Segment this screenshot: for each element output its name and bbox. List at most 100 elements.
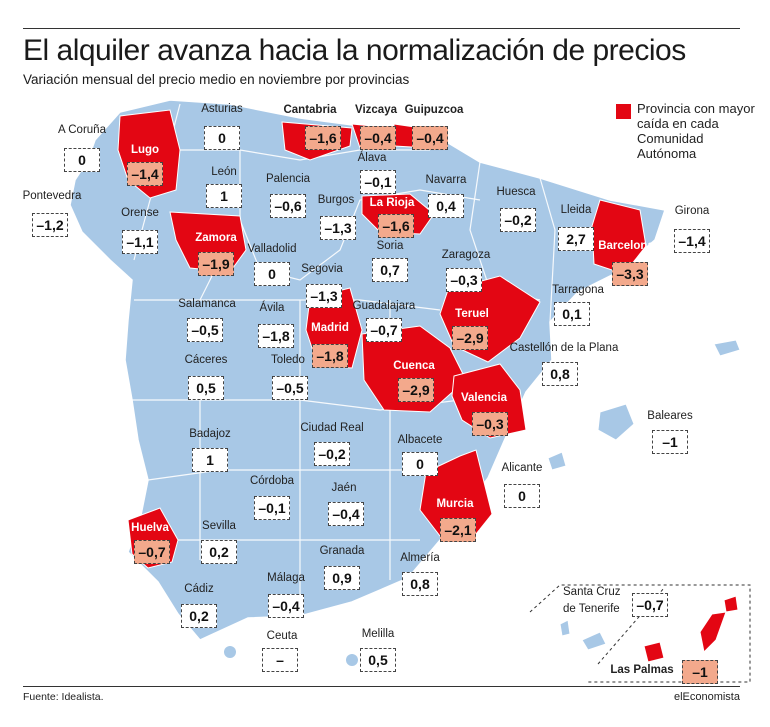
salamanca-value: –0,5: [187, 318, 223, 342]
huelva-label: Huelva: [131, 522, 169, 534]
legend-swatch: [616, 104, 631, 119]
granada-label: Granada: [319, 545, 365, 557]
top-rule: [23, 28, 740, 29]
orense-value: –1,1: [122, 230, 158, 254]
pontevedra-label: Pontevedra: [22, 190, 82, 202]
murcia-label: Murcia: [436, 498, 474, 510]
lleida-label: Lleida: [560, 204, 592, 216]
albacete-value: 0: [402, 452, 438, 476]
canarias-divider: [597, 587, 665, 665]
baleares-value: –1: [652, 430, 688, 454]
tarragona-label: Tarragona: [552, 284, 604, 296]
cordoba-value: –0,1: [254, 496, 290, 520]
cadiz-value: 0,2: [181, 604, 217, 628]
palencia-label: Palencia: [265, 173, 311, 185]
leon-label: León: [211, 166, 237, 178]
avila-label: Ávila: [259, 302, 285, 314]
valencia-value: –0,3: [472, 412, 508, 436]
murcia-value: –2,1: [440, 518, 476, 542]
girona-label: Girona: [674, 205, 710, 217]
sevilla-value: 0,2: [201, 540, 237, 564]
ciudad-real-label: Ciudad Real: [300, 422, 364, 434]
melilla-value: 0,5: [360, 648, 396, 672]
toledo-label: Toledo: [271, 354, 305, 366]
la-rioja-label: La Rioja: [369, 197, 415, 209]
soria-value: 0,7: [372, 258, 408, 282]
ceuta-value: –: [262, 648, 298, 672]
valladolid-label: Valladolid: [247, 243, 297, 255]
melilla-label: Melilla: [361, 628, 395, 640]
tarragona-value: 0,1: [554, 302, 590, 326]
grancanaria-shape: [643, 641, 665, 663]
zamora-value: –1,9: [198, 252, 234, 276]
map-title: El alquiler avanza hacia la normalizació…: [23, 34, 686, 67]
santa-cruz-de-tenerife-label: Santa Cruz de Tenerife: [563, 586, 621, 615]
huesca-label: Huesca: [496, 186, 536, 198]
cuenca-shape: [361, 325, 467, 413]
jaen-label: Jaén: [331, 482, 357, 494]
salamanca-label: Salamanca: [178, 298, 236, 310]
orense-label: Orense: [121, 207, 159, 219]
segovia-value: –1,3: [306, 284, 342, 308]
baleares-label: Baleares: [647, 410, 693, 422]
madrid-label: Madrid: [311, 322, 349, 334]
badajoz-label: Badajoz: [189, 428, 231, 440]
pontevedra-value: –1,2: [32, 213, 68, 237]
alicante-value: 0: [504, 484, 540, 508]
las-palmas-value: –1: [682, 660, 718, 684]
ciudad-real-value: –0,2: [314, 442, 350, 466]
zamora-label: Zamora: [195, 232, 237, 244]
murcia-shape: [419, 449, 493, 537]
almeria-label: Almería: [400, 552, 440, 564]
barcelona-value: –3,3: [612, 262, 648, 286]
map-subtitle: Variación mensual del precio medio en no…: [23, 72, 410, 87]
vizcaya-value: –0,4: [360, 126, 396, 150]
leon-value: 1: [206, 184, 242, 208]
burgos-value: –1,3: [320, 216, 356, 240]
soria-label: Soria: [376, 240, 404, 252]
fuerteventura-shape: [699, 611, 727, 654]
lapalma-shape: [559, 619, 571, 637]
alava-value: –0,1: [360, 170, 396, 194]
segovia-label: Segovia: [301, 263, 343, 275]
las-palmas-label: Las Palmas: [610, 664, 674, 676]
huelva-value: –0,7: [134, 540, 170, 564]
source-note: Fuente: Idealista.: [23, 691, 104, 703]
teruel-label: Teruel: [455, 308, 489, 320]
huesca-value: –0,2: [500, 208, 536, 232]
canarias-frame: [529, 584, 751, 683]
a-coruna-value: 0: [64, 148, 100, 172]
malaga-value: –0,4: [268, 594, 304, 618]
jaen-value: –0,4: [328, 502, 364, 526]
almeria-value: 0,8: [402, 572, 438, 596]
teruel-value: –2,9: [452, 326, 488, 350]
valladolid-value: 0: [254, 262, 290, 286]
asturias-value: 0: [204, 126, 240, 150]
lugo-label: Lugo: [130, 144, 160, 156]
albacete-label: Albacete: [397, 434, 443, 446]
lleida-value: 2,7: [558, 227, 594, 251]
girona-value: –1,4: [674, 229, 710, 253]
tenerife-shape: [581, 631, 607, 651]
guipuzcoa-value: –0,4: [412, 126, 448, 150]
castellon-de-la-plana-value: 0,8: [542, 362, 578, 386]
lugo-value: –1,4: [127, 162, 163, 186]
lanzarote-shape: [723, 595, 739, 613]
navarra-value: 0,4: [428, 194, 464, 218]
guadalajara-value: –0,7: [366, 318, 402, 342]
navarra-label: Navarra: [425, 174, 467, 186]
palencia-value: –0,6: [270, 194, 306, 218]
vizcaya-label: Vizcaya: [355, 104, 397, 116]
burgos-label: Burgos: [317, 194, 355, 206]
cantabria-value: –1,6: [305, 126, 341, 150]
castellon-de-la-plana-label: Castellón de la Plana: [509, 342, 619, 354]
cadiz-label: Cádiz: [184, 583, 214, 595]
avila-value: –1,8: [258, 324, 294, 348]
zaragoza-value: –0,3: [446, 268, 482, 292]
ceuta-label: Ceuta: [266, 630, 298, 642]
alava-label: Álava: [357, 152, 387, 164]
zaragoza-label: Zaragoza: [441, 249, 491, 261]
cuenca-value: –2,9: [398, 378, 434, 402]
cuenca-label: Cuenca: [393, 360, 435, 372]
